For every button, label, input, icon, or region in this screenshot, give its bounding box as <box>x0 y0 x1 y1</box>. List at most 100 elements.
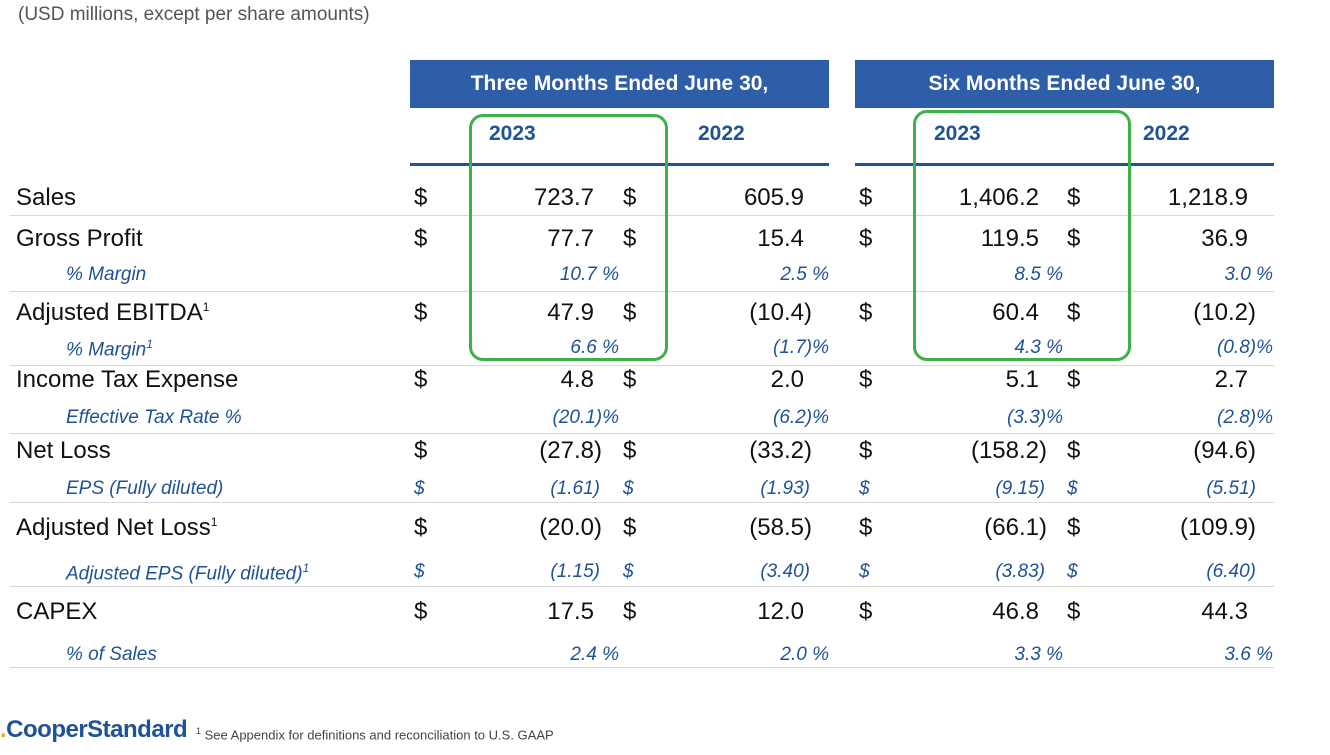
year-2022-six-months: 2022 <box>1143 122 1190 145</box>
value-2022-h1: (109.9) <box>1179 514 1256 541</box>
currency-symbol: $ <box>623 561 634 582</box>
value-2022-h1: 1,218.9 <box>1167 184 1248 211</box>
row-label: Adjusted EPS (Fully diluted)1 <box>66 561 309 585</box>
currency-symbol: $ <box>859 598 873 625</box>
value-2022-q2: (58.5) <box>749 514 812 541</box>
row-label: Gross Profit <box>16 225 143 252</box>
value-2023-q2: 723.7 <box>533 184 594 211</box>
value-2022-h1: 3.6 % <box>1224 644 1273 665</box>
currency-symbol: $ <box>623 598 637 625</box>
value-2022-q2: 2.0 <box>770 366 804 393</box>
currency-symbol: $ <box>1067 514 1081 541</box>
value-2022-q2: 2.5 % <box>780 264 829 285</box>
value-2023-h1: 1,406.2 <box>958 184 1039 211</box>
value-2022-q2: (6.2)% <box>773 407 829 428</box>
six-months-header-rule <box>855 163 1274 166</box>
row-label: % Margin <box>66 264 147 285</box>
value-2023-q2: 77.7 <box>547 225 594 252</box>
row-label-text: % Margin <box>66 339 147 361</box>
currency-symbol: $ <box>414 225 428 252</box>
currency-symbol: $ <box>623 184 637 211</box>
three-months-header-rule <box>410 163 829 166</box>
table-row-pct-sales: % of Sales 2.4 % 2.0 % 3.3 % 3.6 % <box>10 632 1274 668</box>
value-2023-h1: (9.15) <box>995 478 1045 499</box>
footnote-marker: 1 <box>202 300 210 314</box>
currency-symbol: $ <box>414 478 425 499</box>
value-2023-q2: 6.6 % <box>570 337 619 358</box>
table-row-gross-margin: % Margin 10.7 % 2.5 % 8.5 % 3.0 % <box>10 256 1274 292</box>
value-2022-h1: 36.9 <box>1201 225 1248 252</box>
currency-symbol: $ <box>623 225 637 252</box>
currency-symbol: $ <box>859 514 873 541</box>
value-2023-h1: (158.2) <box>970 437 1047 464</box>
row-label: Effective Tax Rate % <box>66 407 242 428</box>
currency-symbol: $ <box>859 478 870 499</box>
row-label: Adjusted Net Loss1 <box>16 514 217 542</box>
value-2022-q2: (1.93) <box>760 478 810 499</box>
currency-symbol: $ <box>1067 299 1081 326</box>
value-2022-q2: (3.40) <box>760 561 810 582</box>
year-2023-six-months: 2023 <box>934 122 981 145</box>
value-2023-h1: 3.3 % <box>1014 644 1063 665</box>
value-2022-h1: (5.51) <box>1206 478 1256 499</box>
year-2022-three-months: 2022 <box>698 122 745 145</box>
row-label: Net Loss <box>16 437 111 464</box>
value-2022-q2: 15.4 <box>757 225 804 252</box>
cooper-standard-logo: .CooperStandard <box>0 716 188 744</box>
row-label: Adjusted EBITDA1 <box>16 299 209 327</box>
value-2023-h1: 4.3 % <box>1014 337 1063 358</box>
value-2022-h1: (6.40) <box>1206 561 1256 582</box>
table-row-ebitda-margin: % Margin1 6.6 % (1.7)% 4.3 % (0.8)% <box>10 330 1274 366</box>
value-2023-h1: 8.5 % <box>1014 264 1063 285</box>
value-2023-h1: 46.8 <box>992 598 1039 625</box>
three-months-header: Three Months Ended June 30, <box>410 60 829 108</box>
value-2022-h1: 44.3 <box>1201 598 1248 625</box>
currency-symbol: $ <box>414 184 428 211</box>
currency-symbol: $ <box>1067 366 1081 393</box>
logo-mark: . <box>0 716 7 743</box>
table-row-eps: EPS (Fully diluted) $ (1.61) $ (1.93) $ … <box>10 468 1274 503</box>
value-2023-q2: (27.8) <box>539 437 602 464</box>
value-2022-q2: 605.9 <box>743 184 804 211</box>
currency-symbol: $ <box>859 184 873 211</box>
value-2022-q2: (10.4) <box>749 299 812 326</box>
row-label-text: Adjusted EPS (Fully diluted) <box>66 563 303 585</box>
value-2023-h1: (3.3)% <box>1007 407 1063 428</box>
value-2023-h1: (3.83) <box>995 561 1045 582</box>
value-2022-h1: 3.0 % <box>1224 264 1273 285</box>
value-2023-q2: (1.61) <box>550 478 600 499</box>
footnote: 1 See Appendix for definitions and recon… <box>196 726 554 742</box>
six-months-header: Six Months Ended June 30, <box>855 60 1274 108</box>
footnote-marker: 1 <box>196 726 202 736</box>
currency-symbol: $ <box>623 437 637 464</box>
row-label: % Margin1 <box>66 337 153 361</box>
currency-symbol: $ <box>414 299 428 326</box>
footnote-marker: 1 <box>210 515 218 529</box>
footnote-marker: 1 <box>302 561 310 575</box>
currency-symbol: $ <box>623 478 634 499</box>
value-2023-q2: 17.5 <box>547 598 594 625</box>
value-2023-q2: (1.15) <box>550 561 600 582</box>
currency-symbol: $ <box>414 514 428 541</box>
value-2022-h1: (2.8)% <box>1217 407 1273 428</box>
value-2022-q2: (33.2) <box>749 437 812 464</box>
table-row-sales: Sales $ 723.7 $ 605.9 $ 1,406.2 $ 1,218.… <box>10 179 1274 216</box>
row-label: EPS (Fully diluted) <box>66 478 224 499</box>
table-row-effective-tax-rate: Effective Tax Rate % (20.1)% (6.2)% (3.3… <box>10 398 1274 434</box>
currency-symbol: $ <box>414 437 428 464</box>
row-label: % of Sales <box>66 644 157 665</box>
highlight-box-three-months-2023 <box>469 114 668 361</box>
value-2023-h1: 5.1 <box>1005 366 1039 393</box>
value-2023-q2: 2.4 % <box>570 644 619 665</box>
year-2023-three-months: 2023 <box>489 122 536 145</box>
value-2023-q2: (20.0) <box>539 514 602 541</box>
value-2023-h1: 119.5 <box>980 225 1039 252</box>
currency-symbol: $ <box>859 299 873 326</box>
value-2023-q2: 47.9 <box>547 299 594 326</box>
currency-symbol: $ <box>1067 437 1081 464</box>
currency-symbol: $ <box>623 514 637 541</box>
table-row-net-loss: Net Loss $ (27.8) $ (33.2) $ (158.2) $ (… <box>10 433 1274 470</box>
logo-text: CooperStandard <box>6 716 188 743</box>
currency-symbol: $ <box>414 366 428 393</box>
value-2023-h1: 60.4 <box>992 299 1039 326</box>
